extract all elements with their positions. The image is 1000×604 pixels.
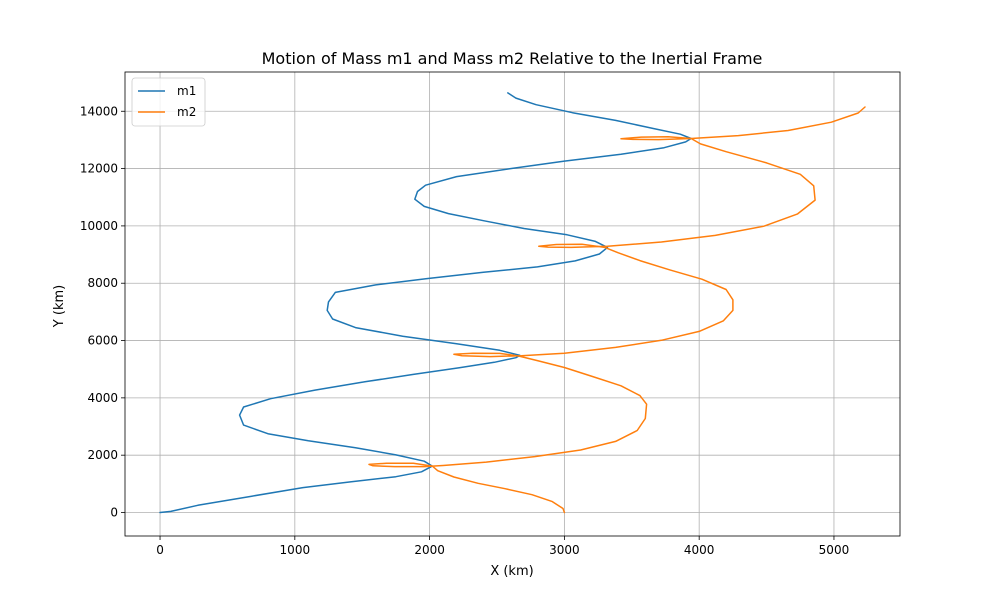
x-tick-label: 0: [156, 543, 164, 557]
y-tick-label: 14000: [80, 104, 118, 118]
legend: m1 m2: [131, 77, 206, 127]
y-tick-label: 2000: [87, 448, 118, 462]
axes-frame: [124, 71, 901, 537]
y-tick-label: 0: [110, 505, 118, 519]
y-axis-label: Y (km): [52, 285, 67, 328]
x-tick-label: 4000: [684, 543, 715, 557]
x-axis-label: X (km): [490, 564, 533, 579]
x-tick-label: 3000: [549, 543, 580, 557]
series-line-m2: [368, 106, 866, 514]
series-line-m1: [159, 92, 692, 514]
y-tick-label: 4000: [87, 391, 118, 405]
chart-title: Motion of Mass m1 and Mass m2 Relative t…: [262, 49, 763, 68]
y-tick-label: 6000: [87, 334, 118, 348]
legend-label-m2: m2: [177, 105, 196, 119]
legend-box: [131, 77, 206, 127]
y-tick-label: 12000: [80, 162, 118, 176]
legend-label-m1: m1: [177, 84, 196, 98]
y-tick-label: 10000: [80, 219, 118, 233]
y-tick-label: 8000: [87, 276, 118, 290]
x-tick-label: 1000: [280, 543, 311, 557]
x-tick-label: 5000: [819, 543, 850, 557]
plot-area: 0 1000 2000 3000 4000 5000 0 2000 4000 6000 8000 10…: [80, 71, 901, 557]
x-tick-label: 2000: [414, 543, 445, 557]
